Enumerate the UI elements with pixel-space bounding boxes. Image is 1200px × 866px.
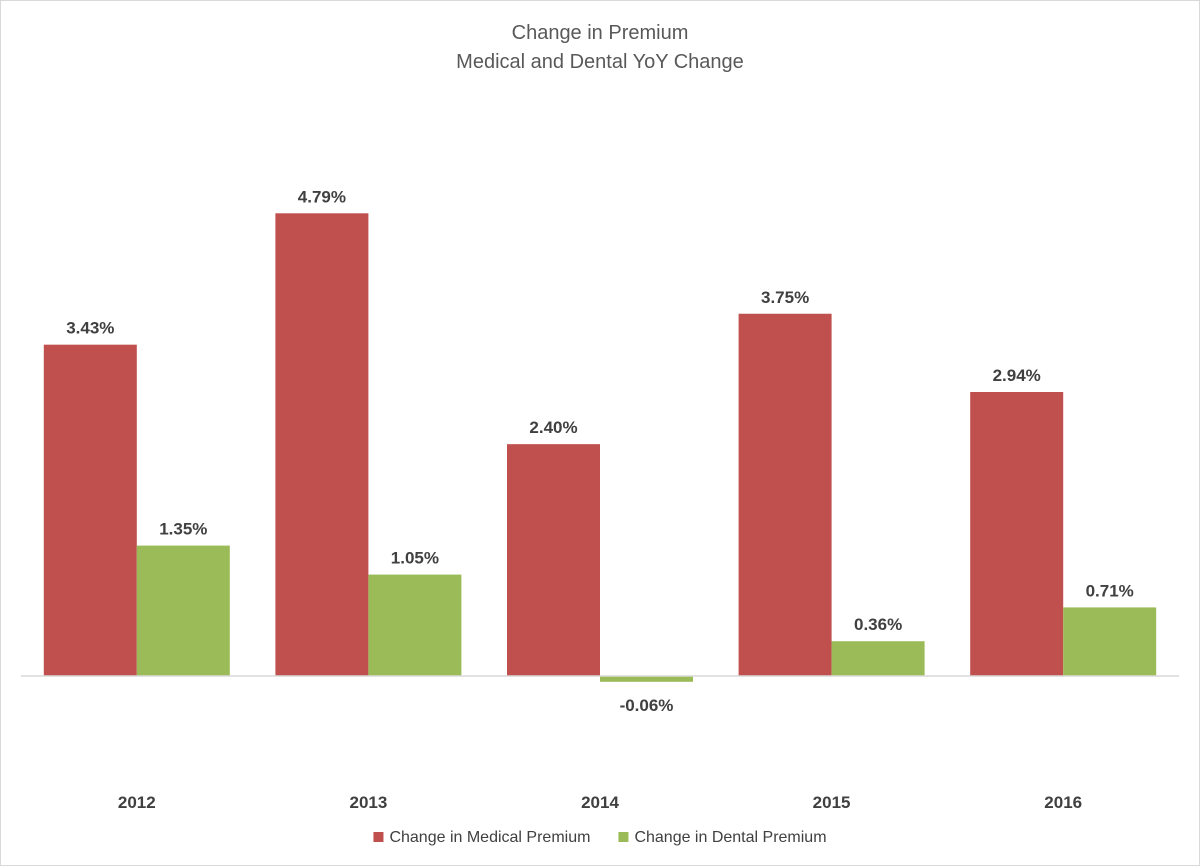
data-label-dental-2014: -0.06% [620,696,674,715]
data-label-medical-2012: 3.43% [66,319,114,338]
bar-dental-2015 [831,641,925,676]
data-label-medical-2013: 4.79% [298,187,346,206]
bar-dental-2012 [136,545,230,676]
legend-item-medical: Change in Medical Premium [373,829,590,846]
data-label-medical-2014: 2.40% [529,418,577,437]
legend: Change in Medical Premium Change in Denta… [373,829,827,846]
bar-dental-2016 [1063,607,1157,676]
data-label-dental-2015: 0.36% [854,615,902,634]
category-labels-layer: 2012 2013 2014 2015 2016 [118,793,1082,812]
category-label-2013: 2013 [349,793,387,812]
bar-medical-2015 [738,313,832,676]
legend-item-dental: Change in Dental Premium [618,829,827,846]
bar-dental-2013 [368,574,462,676]
data-label-dental-2016: 0.71% [1086,581,1134,600]
category-label-2014: 2014 [581,793,619,812]
legend-swatch-medical [373,832,384,842]
chart-title: Change in Premium [512,22,689,44]
category-label-2015: 2015 [813,793,851,812]
bar-medical-2013 [275,213,369,676]
legend-swatch-dental [618,832,629,842]
data-labels-layer: 3.43% 1.35% 4.79% 1.05% 2.40% -0.06% 3.75% 0.36… [66,187,1134,715]
data-label-dental-2012: 1.35% [159,520,207,539]
bar-medical-2012 [43,344,137,676]
legend-label-medical: Change in Medical Premium [389,829,590,846]
bar-medical-2016 [970,391,1064,676]
chart-subtitle: Medical and Dental YoY Change [456,51,744,73]
category-label-2012: 2012 [118,793,156,812]
bar-dental-2014 [600,676,693,682]
data-label-medical-2016: 2.94% [993,366,1041,385]
data-label-dental-2013: 1.05% [391,549,439,568]
legend-label-dental: Change in Dental Premium [634,829,826,846]
bar-medical-2014 [507,444,600,676]
bars-layer [43,213,1157,682]
data-label-medical-2015: 3.75% [761,288,809,307]
category-label-2016: 2016 [1044,793,1082,812]
